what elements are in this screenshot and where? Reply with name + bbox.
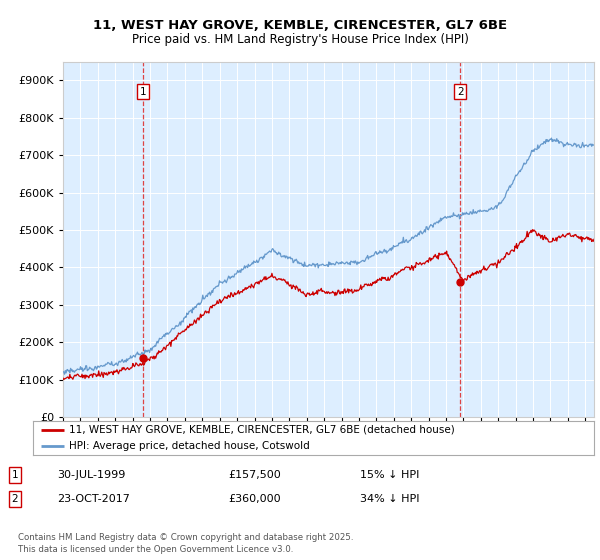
Text: 2: 2 — [457, 87, 463, 96]
Text: 11, WEST HAY GROVE, KEMBLE, CIRENCESTER, GL7 6BE (detached house): 11, WEST HAY GROVE, KEMBLE, CIRENCESTER,… — [70, 425, 455, 435]
Text: 23-OCT-2017: 23-OCT-2017 — [57, 494, 130, 504]
Text: 30-JUL-1999: 30-JUL-1999 — [57, 470, 125, 480]
Text: £157,500: £157,500 — [228, 470, 281, 480]
Text: 15% ↓ HPI: 15% ↓ HPI — [360, 470, 419, 480]
Text: Contains HM Land Registry data © Crown copyright and database right 2025.
This d: Contains HM Land Registry data © Crown c… — [18, 533, 353, 554]
Text: HPI: Average price, detached house, Cotswold: HPI: Average price, detached house, Cots… — [70, 441, 310, 451]
Text: 11, WEST HAY GROVE, KEMBLE, CIRENCESTER, GL7 6BE: 11, WEST HAY GROVE, KEMBLE, CIRENCESTER,… — [93, 18, 507, 32]
Text: 2: 2 — [11, 494, 19, 504]
Text: 1: 1 — [139, 87, 146, 96]
Text: 1: 1 — [11, 470, 19, 480]
Text: 34% ↓ HPI: 34% ↓ HPI — [360, 494, 419, 504]
Text: £360,000: £360,000 — [228, 494, 281, 504]
Text: Price paid vs. HM Land Registry's House Price Index (HPI): Price paid vs. HM Land Registry's House … — [131, 32, 469, 46]
